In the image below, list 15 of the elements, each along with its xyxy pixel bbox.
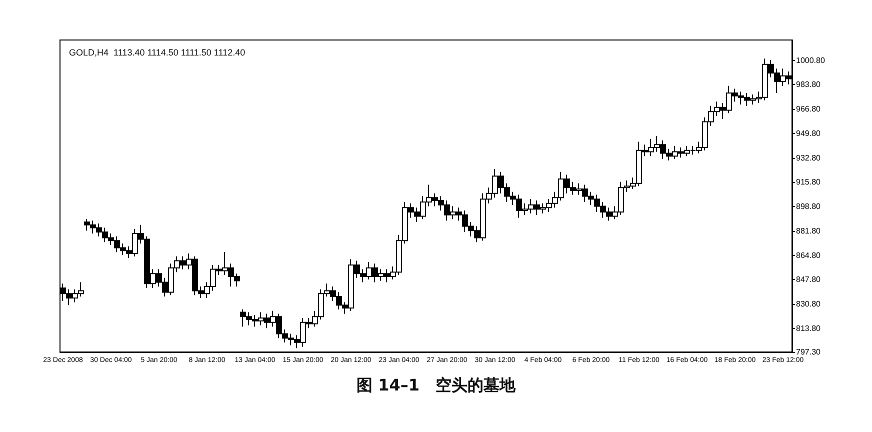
y-tick-label: 983.80	[796, 80, 822, 90]
y-tick-label: 847.80	[796, 275, 822, 284]
y-tick-label: 966.80	[796, 104, 822, 114]
y-tick-label: 915.80	[796, 178, 822, 187]
y-tick-label: 932.80	[796, 153, 822, 162]
y-tick-label: 830.80	[796, 299, 822, 308]
y-tick-label: 813.80	[796, 324, 822, 333]
y-tick-label: 1000.80	[796, 56, 826, 65]
y-tick-label: 797.30	[796, 348, 822, 356]
text: 图 14–1 空头的墓地	[356, 376, 516, 394]
y-tick-label: 881.80	[796, 226, 822, 236]
text: GOLD,H4 1113.40 1114.50 1111.50 1112.40	[69, 48, 246, 58]
y-tick-label: 949.80	[796, 128, 822, 138]
y-tick-label: 864.80	[796, 250, 822, 260]
y-tick-label: 898.80	[796, 202, 822, 212]
